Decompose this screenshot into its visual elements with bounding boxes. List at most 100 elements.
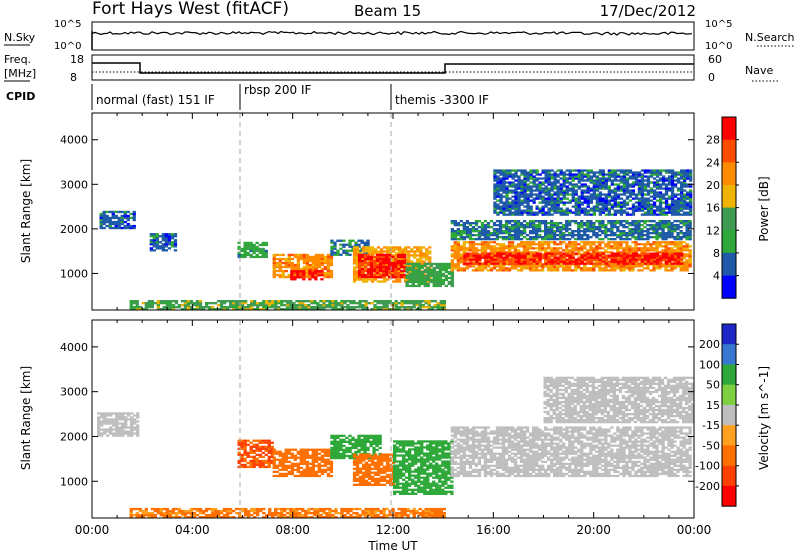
heatmap-cell — [287, 253, 291, 257]
heatmap-cell — [598, 222, 602, 225]
heatmap-cell — [541, 195, 545, 198]
heatmap-cell — [574, 241, 578, 244]
heatmap-cell — [613, 187, 617, 190]
heatmap-cell — [673, 230, 677, 233]
heatmap-cell — [649, 211, 654, 214]
heatmap-cell — [544, 224, 548, 227]
heatmap-cell — [268, 304, 272, 307]
heatmap-cell — [243, 451, 247, 454]
heatmap-cell — [379, 275, 383, 279]
heatmap-cell — [640, 269, 644, 272]
heatmap-cell — [164, 245, 168, 248]
heatmap-cell — [589, 181, 593, 184]
heatmap-cell — [568, 241, 572, 244]
heatmap-cell — [592, 230, 596, 233]
heatmap-cell — [574, 238, 578, 241]
heatmap-cell — [622, 171, 627, 174]
heatmap-cell — [553, 236, 557, 239]
heatmap-cell — [305, 265, 309, 269]
heatmap-cell — [486, 236, 491, 239]
heatmap-cell — [598, 262, 602, 265]
heatmap-cell — [601, 177, 605, 180]
heatmap-cell — [201, 308, 206, 311]
heatmap-cell — [450, 261, 454, 264]
heatmap-cell — [519, 238, 524, 241]
heatmap-cell — [158, 245, 162, 248]
heatmap-cell — [550, 267, 554, 270]
heatmap-cell — [426, 274, 430, 278]
heatmap-cell — [459, 247, 463, 250]
heatmap-cell — [689, 191, 693, 194]
heatmap-cell — [456, 238, 460, 241]
heatmap-cell — [625, 173, 630, 176]
heatmap-cell — [643, 175, 648, 178]
heatmap-cell — [649, 252, 654, 255]
heatmap-cell — [649, 232, 653, 235]
heatmap-cell — [523, 209, 527, 212]
heatmap-cell — [229, 304, 233, 307]
heatmap-cell — [432, 262, 436, 266]
heatmap-cell — [562, 265, 566, 268]
heatmap-cell — [637, 189, 642, 192]
heatmap-cell — [296, 265, 300, 269]
heatmap-cell — [613, 245, 617, 248]
heatmap-cell — [565, 189, 569, 192]
heatmap-cell — [501, 230, 506, 233]
heatmap-cell — [541, 263, 545, 266]
heatmap-cell — [201, 306, 206, 309]
heatmap-cell — [516, 232, 521, 235]
heatmap-cell — [577, 228, 581, 231]
heatmap-cell — [559, 243, 563, 246]
heatmap-cell — [472, 256, 476, 259]
heatmap-cell — [649, 169, 654, 172]
heatmap-cell — [507, 222, 512, 225]
heatmap-cell — [634, 249, 638, 252]
heatmap-cell — [680, 252, 684, 255]
heatmap-cell — [682, 220, 686, 223]
heatmap-cell — [520, 183, 524, 186]
heatmap-cell — [574, 267, 578, 270]
heatmap-cell — [601, 259, 605, 262]
heatmap-cell — [562, 238, 566, 241]
heatmap-cell — [592, 195, 596, 198]
heatmap-cell — [577, 251, 581, 254]
heatmap-cell — [463, 252, 467, 255]
heatmap-cell — [683, 201, 687, 204]
heatmap-cell — [565, 267, 569, 270]
heatmap-cell — [357, 255, 362, 259]
heatmap-cell — [414, 278, 418, 282]
heatmap-cell — [640, 193, 645, 196]
heatmap-cell — [568, 193, 572, 196]
heatmap-cell — [407, 264, 411, 267]
heatmap-cell — [348, 239, 352, 242]
heatmap-cell — [358, 302, 362, 305]
heatmap-cell — [625, 238, 629, 241]
heatmap-cell — [433, 304, 437, 307]
heatmap-cell — [348, 253, 352, 256]
heatmap-cell — [296, 253, 300, 257]
heatmap-cell — [385, 300, 389, 303]
heatmap-cell — [162, 306, 166, 309]
heatmap-cell — [438, 268, 442, 272]
heatmap-cell — [132, 300, 136, 303]
heatmap-cell — [161, 247, 165, 250]
heatmap-cell — [526, 203, 530, 206]
heatmap-cell — [165, 304, 169, 307]
heatmap-cell — [580, 222, 584, 225]
heatmap-cell — [523, 256, 527, 259]
heatmap-cell — [541, 177, 545, 180]
heatmap-cell — [535, 177, 539, 180]
heatmap-cell — [391, 265, 395, 269]
heatmap-cell — [301, 308, 305, 311]
heatmap-cell — [619, 256, 624, 259]
heatmap-cell — [295, 300, 299, 303]
heatmap-cell — [425, 256, 429, 259]
heatmap-cell — [655, 173, 660, 176]
heatmap-cell — [541, 247, 545, 250]
heatmap-cell — [380, 252, 384, 255]
heatmap-cell — [462, 226, 466, 229]
heatmap-cell — [556, 267, 560, 270]
heatmap-cell — [532, 260, 536, 263]
heatmap-cell — [395, 246, 399, 249]
heatmap-cell — [598, 247, 602, 250]
